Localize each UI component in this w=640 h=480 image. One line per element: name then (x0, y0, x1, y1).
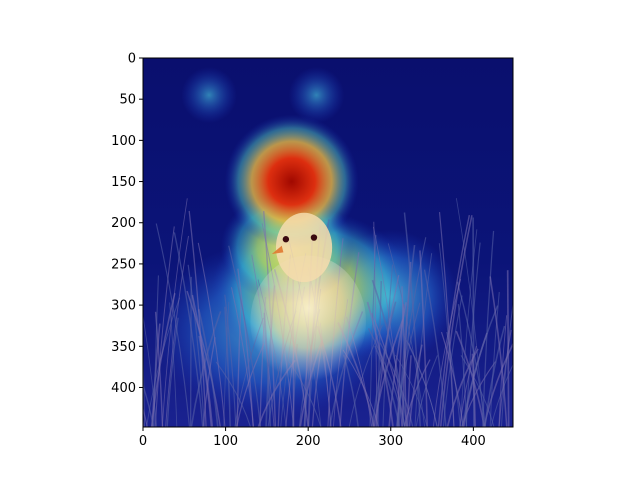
duckling-body (250, 255, 366, 388)
grass-blade (460, 229, 478, 427)
duckling-eye (310, 234, 318, 241)
grass-blade (438, 211, 455, 427)
grass-blade (202, 337, 216, 427)
duckling-head (275, 212, 333, 283)
grass-blade (197, 242, 226, 427)
grass-blade (403, 359, 431, 427)
plot-frame (142, 57, 514, 428)
grass-blade (198, 335, 212, 427)
y-tick-label: 50 (119, 93, 136, 108)
grass-blade (482, 230, 495, 427)
y-tick-label: 400 (111, 381, 136, 396)
grass-blade (150, 292, 176, 427)
grass-blade (490, 363, 513, 427)
grass-blade (143, 414, 145, 427)
grass-blade (371, 301, 397, 427)
grass-blade (215, 361, 252, 427)
grass-blade (455, 198, 485, 427)
grass-blade (414, 253, 433, 427)
grass-blade (377, 281, 382, 427)
y-tick-label: 0 (128, 52, 136, 67)
y-axis: 0 50 100 150 200 250 300 350 400 (111, 52, 143, 396)
y-tick-label: 300 (111, 299, 136, 314)
grass-blade (367, 327, 406, 427)
heatmap-image (143, 58, 513, 427)
grass-blade (459, 345, 477, 427)
grass-blade (369, 235, 377, 427)
grass-blade (403, 212, 421, 427)
grass-blade (489, 292, 500, 427)
grass-blade (224, 306, 231, 427)
duckling-eye (282, 236, 290, 243)
grass-blade (154, 226, 175, 427)
heatmap-hotspot (224, 114, 359, 249)
y-tick-label: 250 (111, 257, 136, 272)
grass-blade (224, 294, 237, 427)
grass-blade (471, 353, 477, 427)
heatmap-hotspot (181, 67, 237, 123)
x-tick-label: 0 (139, 434, 147, 449)
grass-blade (169, 302, 178, 427)
x-tick-label: 400 (461, 434, 486, 449)
grass-blade (506, 270, 510, 427)
grass-blade (432, 279, 462, 427)
grass-blade (155, 223, 191, 427)
x-tick-label: 100 (213, 434, 238, 449)
grass-blade (161, 198, 188, 427)
x-tick-label: 300 (378, 434, 403, 449)
y-tick-label: 150 (111, 175, 136, 190)
x-axis: 0 100 200 300 400 (139, 427, 486, 449)
grass-blade (366, 301, 394, 427)
duckling-beak (271, 245, 284, 255)
grass-blade (387, 243, 426, 427)
grass-blade (406, 355, 412, 427)
grass-blade (191, 294, 214, 427)
grass-blade (415, 355, 438, 427)
grass-blade (188, 210, 207, 427)
grass-blade (419, 250, 428, 427)
grass-blade (143, 406, 148, 427)
grass-blade (228, 245, 262, 427)
grass-blade (373, 221, 378, 427)
grass-blade (236, 299, 242, 427)
y-tick-label: 350 (111, 340, 136, 355)
grass-blade (189, 276, 192, 427)
grass-blade (395, 354, 428, 427)
grass-blade (460, 355, 495, 427)
grass-blade (143, 332, 146, 427)
grass-blade (401, 261, 412, 427)
grass-blade (408, 344, 423, 427)
y-tick-label: 200 (111, 216, 136, 231)
grass-blade (461, 305, 499, 427)
grass-blade (402, 334, 438, 427)
grass-blade (457, 304, 468, 427)
x-tick-label: 200 (296, 434, 321, 449)
grass-blade (165, 235, 189, 427)
duckling-shape (250, 212, 366, 388)
grass-blade (489, 276, 508, 427)
grass-blade (374, 345, 401, 427)
grass-blade (440, 331, 464, 427)
grass-blade (423, 269, 447, 427)
grass-blade (382, 264, 394, 427)
grass-blade (230, 287, 255, 427)
grass-blade (143, 382, 155, 427)
y-tick-label: 100 (111, 134, 136, 149)
grass-blade (186, 290, 222, 427)
heatmap-hotspot (288, 67, 345, 123)
grass-blade (498, 329, 512, 427)
grass-blade (371, 279, 409, 427)
